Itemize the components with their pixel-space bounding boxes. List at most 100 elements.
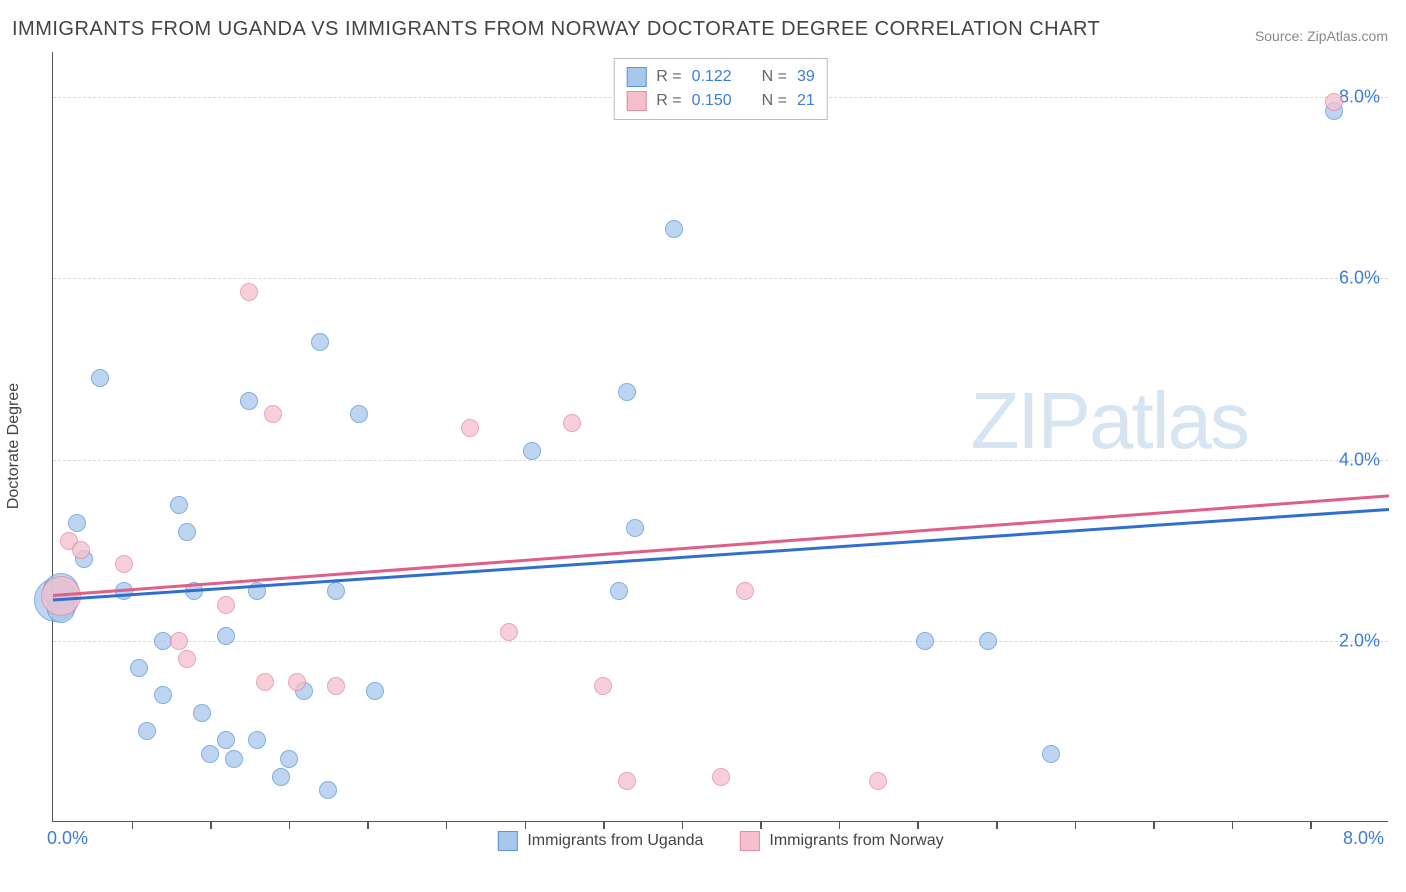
- scatter-point-uganda: [240, 392, 258, 410]
- scatter-point-uganda: [185, 582, 203, 600]
- scatter-point-uganda: [916, 632, 934, 650]
- plot-area: ZIPatlas R = 0.122 N = 39 R = 0.150 N = …: [52, 52, 1388, 822]
- scatter-point-uganda: [350, 405, 368, 423]
- x-tick-mark: [682, 821, 684, 829]
- scatter-point-norway: [563, 414, 581, 432]
- scatter-point-uganda: [91, 369, 109, 387]
- legend-stats-box: R = 0.122 N = 39 R = 0.150 N = 21: [613, 58, 828, 120]
- scatter-point-norway: [178, 650, 196, 668]
- scatter-point-uganda: [68, 514, 86, 532]
- x-tick-mark: [446, 821, 448, 829]
- legend-stats-row: R = 0.150 N = 21: [626, 89, 815, 113]
- scatter-point-norway: [327, 677, 345, 695]
- scatter-point-uganda: [618, 383, 636, 401]
- x-tick-label-max: 8.0%: [1343, 828, 1384, 849]
- x-tick-mark: [132, 821, 134, 829]
- scatter-point-uganda: [130, 659, 148, 677]
- x-tick-label-min: 0.0%: [47, 828, 88, 849]
- watermark: ZIPatlas: [971, 375, 1248, 467]
- scatter-point-norway: [72, 541, 90, 559]
- x-tick-mark: [367, 821, 369, 829]
- legend-item-norway: Immigrants from Norway: [739, 831, 943, 851]
- x-tick-mark: [210, 821, 212, 829]
- scatter-point-norway: [41, 576, 81, 616]
- n-value-uganda: 39: [797, 65, 815, 89]
- source-label: Source: ZipAtlas.com: [1255, 28, 1388, 44]
- scatter-point-uganda: [311, 333, 329, 351]
- legend-swatch-norway: [739, 831, 759, 851]
- scatter-point-uganda: [626, 519, 644, 537]
- n-label: N =: [762, 89, 787, 113]
- scatter-point-uganda: [523, 442, 541, 460]
- scatter-point-norway: [869, 772, 887, 790]
- scatter-point-uganda: [217, 731, 235, 749]
- legend-stats-row: R = 0.122 N = 39: [626, 65, 815, 89]
- scatter-point-norway: [115, 555, 133, 573]
- x-tick-mark: [996, 821, 998, 829]
- scatter-point-norway: [240, 283, 258, 301]
- watermark-light: atlas: [1089, 376, 1248, 465]
- scatter-point-norway: [288, 673, 306, 691]
- x-tick-mark: [760, 821, 762, 829]
- watermark-bold: ZIP: [971, 376, 1089, 465]
- scatter-point-uganda: [979, 632, 997, 650]
- x-tick-mark: [289, 821, 291, 829]
- scatter-point-uganda: [225, 750, 243, 768]
- scatter-point-uganda: [327, 582, 345, 600]
- scatter-point-uganda: [170, 496, 188, 514]
- x-tick-mark: [1232, 821, 1234, 829]
- x-tick-mark: [1075, 821, 1077, 829]
- x-tick-mark: [603, 821, 605, 829]
- legend-item-uganda: Immigrants from Uganda: [497, 831, 703, 851]
- gridline: [53, 278, 1388, 279]
- scatter-point-norway: [594, 677, 612, 695]
- scatter-point-uganda: [201, 745, 219, 763]
- y-tick-label: 2.0%: [1339, 630, 1380, 651]
- scatter-point-norway: [500, 623, 518, 641]
- y-tick-label: 8.0%: [1339, 87, 1380, 108]
- chart-title: IMMIGRANTS FROM UGANDA VS IMMIGRANTS FRO…: [12, 18, 1100, 41]
- scatter-point-norway: [1325, 93, 1343, 111]
- scatter-point-uganda: [1042, 745, 1060, 763]
- x-tick-mark: [839, 821, 841, 829]
- r-value-norway: 0.150: [692, 89, 732, 113]
- scatter-point-norway: [618, 772, 636, 790]
- y-tick-label: 4.0%: [1339, 449, 1380, 470]
- x-tick-mark: [1153, 821, 1155, 829]
- n-label: N =: [762, 65, 787, 89]
- x-tick-mark: [917, 821, 919, 829]
- scatter-point-uganda: [366, 682, 384, 700]
- scatter-point-norway: [264, 405, 282, 423]
- legend-swatch-uganda: [497, 831, 517, 851]
- scatter-point-norway: [217, 596, 235, 614]
- scatter-point-uganda: [248, 731, 266, 749]
- gridline: [53, 641, 1388, 642]
- scatter-point-norway: [712, 768, 730, 786]
- y-axis-title: Doctorate Degree: [5, 383, 23, 509]
- scatter-point-norway: [736, 582, 754, 600]
- scatter-point-uganda: [138, 722, 156, 740]
- r-label: R =: [656, 65, 681, 89]
- scatter-point-uganda: [319, 781, 337, 799]
- x-tick-mark: [1310, 821, 1312, 829]
- scatter-point-uganda: [115, 582, 133, 600]
- legend-swatch-uganda: [626, 67, 646, 87]
- scatter-point-uganda: [217, 627, 235, 645]
- trend-lines: [53, 52, 1389, 822]
- n-value-norway: 21: [797, 89, 815, 113]
- scatter-point-uganda: [280, 750, 298, 768]
- trend-line-norway: [53, 496, 1389, 596]
- scatter-point-uganda: [154, 686, 172, 704]
- scatter-point-norway: [170, 632, 188, 650]
- scatter-point-uganda: [248, 582, 266, 600]
- r-label: R =: [656, 89, 681, 113]
- legend-label-uganda: Immigrants from Uganda: [527, 832, 703, 850]
- scatter-point-norway: [256, 673, 274, 691]
- scatter-point-norway: [461, 419, 479, 437]
- scatter-point-uganda: [178, 523, 196, 541]
- scatter-point-uganda: [272, 768, 290, 786]
- legend-series-box: Immigrants from Uganda Immigrants from N…: [497, 831, 943, 851]
- legend-swatch-norway: [626, 91, 646, 111]
- scatter-point-uganda: [665, 220, 683, 238]
- y-tick-label: 6.0%: [1339, 268, 1380, 289]
